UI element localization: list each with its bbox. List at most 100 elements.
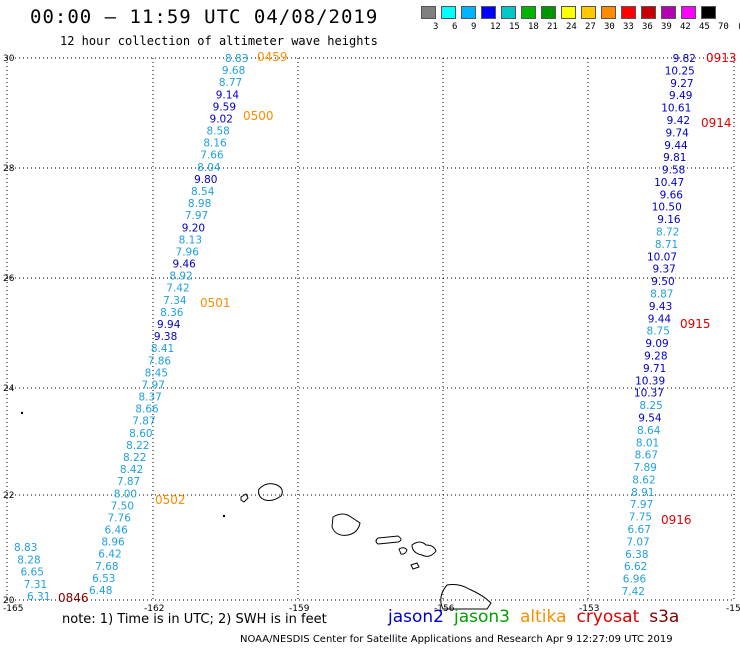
swh-value: 8.64 [637,425,661,437]
satellite-label-cryosat: cryosat [576,607,640,627]
swh-value: 8.28 [17,554,40,566]
swh-value: 8.75 [647,326,670,338]
time-label: 0916 [661,513,692,527]
swh-value: 9.80 [194,174,217,186]
swh-value: 6.62 [624,561,647,573]
legend-label: 24 [566,22,577,32]
legend-label: 6 [452,22,458,32]
swh-value: 9.44 [664,140,688,152]
swh-value: 7.89 [633,462,656,474]
swh-value: 6.96 [623,574,647,586]
legend-swatch [661,6,676,19]
swh-value: 9.42 [667,115,690,127]
swh-value: 6.53 [92,573,115,585]
swh-value: 10.50 [652,202,682,214]
swh-value: 9.71 [643,363,666,375]
swh-value: 8.71 [655,239,678,251]
swh-value: 7.87 [132,416,155,428]
legend-swatch [561,6,576,19]
satellite-label-altika: altika [520,607,567,627]
legend-swatch [421,6,436,19]
swh-value: 8.83 [14,542,37,554]
swh-value: 8.60 [129,428,152,440]
swh-value: 10.39 [635,375,665,387]
swh-value: 7.96 [176,246,200,258]
swh-value: 9.58 [662,165,685,177]
axis-labels: 30 28 26 24 22 20-165 -162 -159 -156 -153 -15 [3,54,740,614]
lon-label: -153 [579,604,599,614]
swh-value: 9.16 [657,214,681,226]
hawaiian-islands [240,483,492,610]
swh-value: 8.72 [656,227,679,239]
legend-label: 3 [433,22,439,32]
swh-value: 8.01 [636,437,659,449]
lat-label: 20 [3,596,15,606]
time-label: 0502 [155,493,186,507]
lat-label: 22 [3,491,14,501]
swh-value: 8.22 [123,452,146,464]
swh-value: 8.54 [191,186,215,198]
isolated-points [20,411,226,518]
swh-value: 9.66 [660,189,684,201]
time-label: 0846 [58,591,89,605]
legend-label: 15 [509,22,520,32]
lon-label: -162 [144,604,164,614]
swh-value: 6.65 [21,567,44,579]
time-label: 0915 [680,317,711,331]
time-label: 0914 [701,116,732,130]
swh-value: 10.25 [665,65,695,77]
lat-label: 24 [3,384,15,394]
swh-value: 6.38 [625,549,648,561]
swh-value: 8.45 [145,367,168,379]
swh-value: 9.27 [670,78,693,90]
lat-label: 30 [3,54,15,64]
satellite-label-s3a: s3a [649,607,680,627]
legend-label: 12 [490,22,501,32]
swh-value: 7.42 [166,283,189,295]
swh-value: 9.14 [216,89,240,101]
swh-value: 7.97 [142,379,165,391]
swh-value: 10.47 [654,177,684,189]
swh-value: 8.77 [219,77,242,89]
swh-value: 8.96 [101,537,125,549]
satellite-label-jason3: jason3 [454,607,510,627]
legend-swatch [521,6,536,19]
legend-label: 9 [471,22,477,32]
satellite-legend: jason2 jason3 altika cryosat s3a [388,607,689,627]
swh-value: 8.91 [631,487,654,499]
swh-value: 6.67 [628,524,651,536]
swh-value: 7.68 [95,561,118,573]
swh-value: 8.42 [120,464,143,476]
time-label: 0501 [200,296,231,310]
swh-value: 7.76 [108,512,132,524]
legend-swatch [441,6,456,19]
lon-label: -15 [726,604,740,614]
time-label: 0459 [257,50,288,64]
island-oahu [331,513,361,536]
legend-swatch [621,6,636,19]
swh-value: 8.67 [635,450,658,462]
legend-label: 70 [718,22,729,32]
time-label: 0500 [243,109,274,123]
swh-value: 9.43 [649,301,672,313]
swh-value: 10.37 [634,388,664,400]
legend-swatch [681,6,696,19]
swh-value: 8.41 [151,343,174,355]
chart-subtitle: 12 hour collection of altimeter wave hei… [60,34,378,48]
swh-value: 9.49 [669,90,692,102]
swh-value: 8.04 [197,162,221,174]
swh-value: 7.97 [185,210,208,222]
island-kahoolawe [410,562,420,570]
island-lanai [398,547,408,555]
island-maui [411,541,437,557]
swh-value: 7.42 [622,586,645,598]
swh-value: 6.46 [104,525,128,537]
swh-value: 9.02 [210,113,233,125]
track-west: 8.839.688.779.149.599.028.588.167.668.04… [89,53,248,597]
swh-value: 8.92 [169,271,192,283]
legend-label: 39 [661,22,672,32]
swh-value: 7.07 [626,536,649,548]
swh-value: 9.59 [213,101,236,113]
swh-value: 9.74 [665,127,689,139]
